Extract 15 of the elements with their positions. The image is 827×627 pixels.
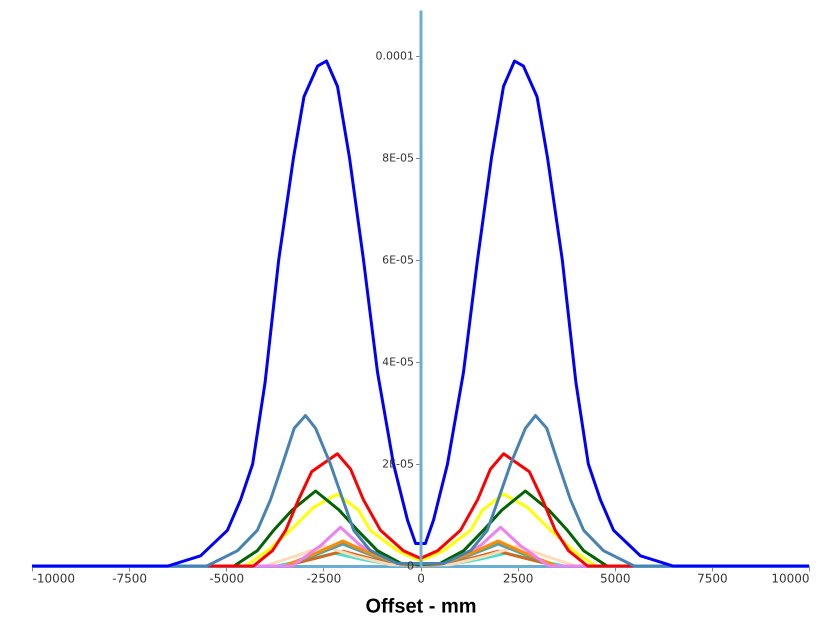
x-axis-title: Offset - mm xyxy=(365,596,477,618)
y-tick-label: 0 xyxy=(407,560,414,572)
y-tick-label: 0.0001 xyxy=(376,49,414,62)
y-tick-label: 4E-05 xyxy=(382,355,414,368)
x-tick-label: -2500 xyxy=(306,572,342,586)
x-tick-label: -5000 xyxy=(209,572,244,586)
x-tick-label: 2500 xyxy=(502,572,534,586)
y-tick-label: 6E-05 xyxy=(382,253,414,266)
y-tick-label: 8E-05 xyxy=(382,151,414,164)
x-tick-label: 10000 xyxy=(771,572,810,586)
x-tick-label: 0 xyxy=(417,572,425,586)
x-tick-label: 7500 xyxy=(697,572,728,586)
x-tick-label: 5000 xyxy=(600,572,631,586)
x-tick-label: -7500 xyxy=(112,572,148,586)
x-tick-label: -10000 xyxy=(32,572,76,586)
